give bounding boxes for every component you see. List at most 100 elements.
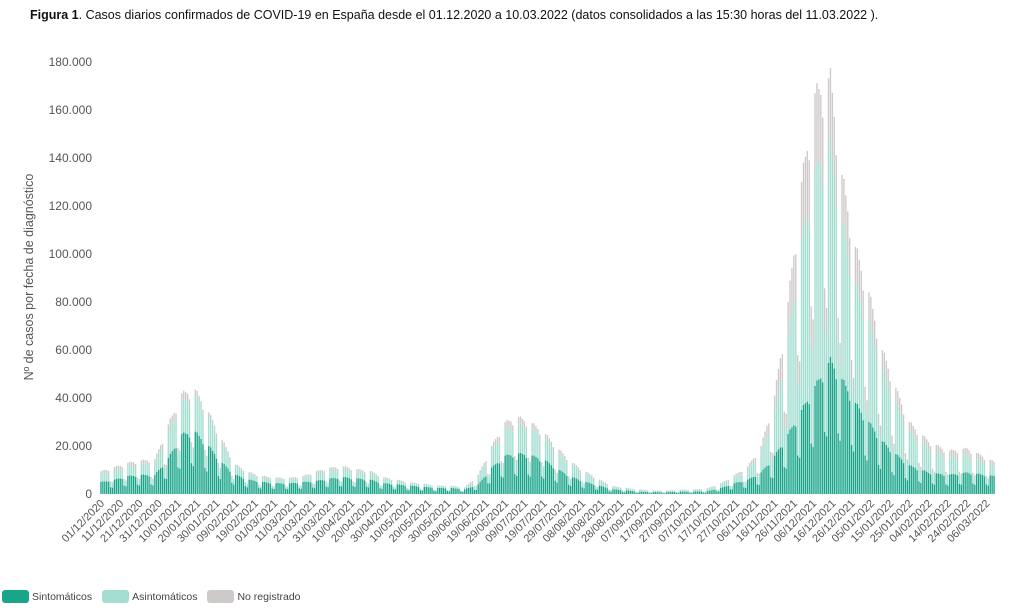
bar-asintomaticos — [510, 428, 512, 456]
bar-asintomaticos — [136, 479, 139, 485]
bar-no-registrado — [467, 483, 470, 485]
bar-sintomaticos — [710, 490, 712, 494]
bar-asintomaticos — [506, 427, 508, 455]
bar-no-registrado — [920, 466, 922, 471]
bar-no-registrado — [968, 450, 970, 458]
x-axis: 01/12/202011/12/202021/12/202031/12/2020… — [60, 498, 993, 545]
bar-no-registrado — [379, 484, 381, 486]
bar-asintomaticos — [760, 453, 762, 473]
bar-asintomaticos — [687, 490, 689, 492]
bar-no-registrado — [893, 443, 895, 451]
bar-asintomaticos — [194, 395, 196, 432]
bar-sintomaticos — [452, 488, 454, 494]
bar-no-registrado — [773, 395, 776, 413]
bar-no-registrado — [943, 452, 945, 460]
bar-asintomaticos — [947, 477, 949, 486]
bar-no-registrado — [758, 473, 760, 477]
bar-sintomaticos — [408, 490, 410, 494]
bar-sintomaticos — [342, 477, 345, 494]
bar-asintomaticos — [621, 491, 624, 493]
bar-asintomaticos — [344, 468, 347, 478]
bar-no-registrado — [402, 481, 404, 483]
bar-no-registrado — [367, 483, 370, 485]
bar-no-registrado — [481, 466, 483, 470]
legend-item-sintomaticos[interactable]: Sintomáticos — [2, 590, 92, 603]
bar-asintomaticos — [406, 488, 408, 490]
bar-asintomaticos — [148, 465, 150, 477]
bar-sintomaticos — [331, 477, 333, 494]
bar-sintomaticos — [117, 478, 119, 494]
bar-asintomaticos — [231, 476, 233, 483]
bar-sintomaticos — [621, 492, 624, 494]
bar-asintomaticos — [741, 474, 743, 483]
bar-sintomaticos — [473, 489, 476, 494]
bar-asintomaticos — [319, 472, 322, 481]
bar-no-registrado — [489, 474, 491, 477]
bar-no-registrado — [743, 481, 745, 484]
bar-asintomaticos — [244, 482, 247, 487]
bar-asintomaticos — [829, 136, 832, 357]
bar-sintomaticos — [387, 483, 389, 494]
bar-sintomaticos — [716, 491, 718, 494]
bar-no-registrado — [113, 467, 116, 470]
bar-asintomaticos — [535, 431, 537, 457]
bar-asintomaticos — [464, 487, 466, 490]
bar-sintomaticos — [637, 492, 639, 494]
bar-asintomaticos — [958, 475, 961, 484]
bar-no-registrado — [317, 470, 320, 473]
legend-item-no-registrado[interactable]: No registrado — [207, 590, 301, 603]
bar-no-registrado — [581, 481, 583, 483]
bar-asintomaticos — [350, 472, 352, 480]
legend-item-asintomaticos[interactable]: Asintomáticos — [102, 590, 197, 603]
bar-asintomaticos — [437, 486, 439, 488]
bar-no-registrado — [431, 485, 433, 487]
bar-sintomaticos — [541, 476, 543, 494]
bar-sintomaticos — [731, 489, 733, 494]
bar-asintomaticos — [598, 480, 601, 486]
bar-asintomaticos — [541, 465, 543, 477]
bar-sintomaticos — [525, 457, 528, 494]
legend: Sintomáticos Asintomáticos No registrado — [2, 590, 301, 603]
bar-sintomaticos — [593, 484, 595, 494]
bar-no-registrado — [417, 484, 420, 485]
bar-asintomaticos — [964, 455, 966, 473]
bar-no-registrado — [300, 486, 302, 487]
bar-no-registrado — [910, 422, 912, 433]
bar-no-registrado — [925, 439, 928, 447]
bar-no-registrado — [236, 465, 239, 467]
bar-asintomaticos — [533, 429, 535, 456]
bar-no-registrado — [388, 478, 391, 480]
bar-sintomaticos — [127, 476, 129, 494]
bar-asintomaticos — [850, 379, 853, 445]
bar-no-registrado — [916, 434, 918, 443]
bar-sintomaticos — [381, 488, 383, 494]
bar-no-registrado — [879, 425, 882, 435]
bar-sintomaticos — [673, 491, 676, 494]
bar-sintomaticos — [608, 491, 610, 494]
bar-sintomaticos — [594, 489, 597, 494]
bar-asintomaticos — [367, 484, 370, 488]
bar-asintomaticos — [279, 478, 281, 484]
bar-no-registrado — [225, 446, 227, 451]
bar-asintomaticos — [288, 478, 291, 484]
bar-sintomaticos — [329, 478, 331, 494]
bar-asintomaticos — [954, 457, 957, 475]
bar-sintomaticos — [211, 450, 214, 494]
bar-asintomaticos — [260, 486, 262, 489]
bar-asintomaticos — [306, 476, 308, 482]
bar-asintomaticos — [618, 487, 620, 490]
bar-sintomaticos — [573, 477, 576, 494]
bar-no-registrado — [323, 471, 325, 474]
bar-sintomaticos — [848, 400, 851, 494]
bar-asintomaticos — [573, 465, 576, 478]
bar-sintomaticos — [579, 481, 581, 494]
bar-sintomaticos — [225, 466, 227, 494]
bar-sintomaticos — [477, 484, 479, 494]
bar-sintomaticos — [106, 481, 108, 494]
bar-no-registrado — [106, 469, 108, 473]
bar-asintomaticos — [564, 459, 566, 474]
bar-no-registrado — [949, 450, 951, 458]
bar-asintomaticos — [410, 483, 412, 486]
bar-no-registrado — [517, 417, 520, 425]
bar-asintomaticos — [489, 476, 491, 484]
